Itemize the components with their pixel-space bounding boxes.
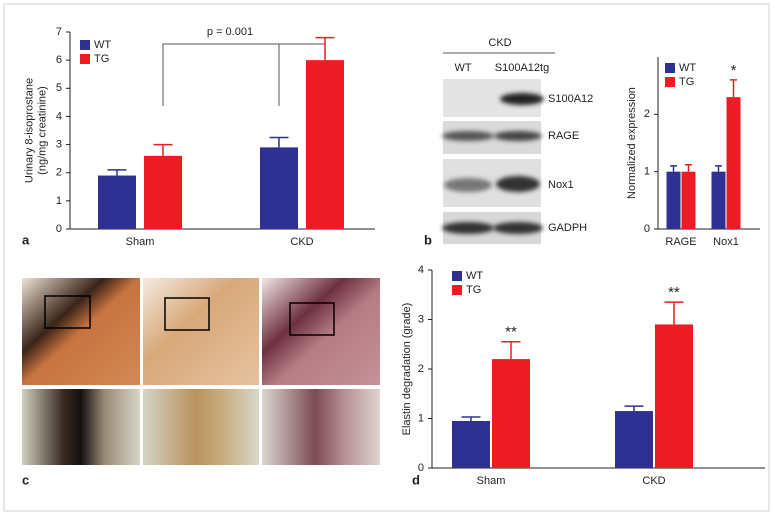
- error-bar: [664, 301, 684, 325]
- y-tick-label: 2: [418, 363, 424, 375]
- blot-lane: WT: [454, 62, 471, 74]
- y-tick-label: 5: [56, 82, 62, 94]
- panel-label: d: [412, 472, 420, 487]
- bar: [492, 359, 530, 468]
- bar: [144, 155, 182, 229]
- y-tick-label: 1: [418, 412, 424, 424]
- p-value: p = 0.001: [207, 26, 253, 38]
- y-tick-label: 4: [418, 264, 424, 276]
- blot: [442, 79, 544, 244]
- error-bar: [624, 405, 644, 412]
- legend-label: WT: [679, 62, 696, 74]
- legend-label: TG: [679, 76, 694, 88]
- error-bar: [153, 143, 173, 156]
- blot-row-label: Nox1: [548, 179, 574, 191]
- bar: [452, 420, 490, 468]
- y-tick-label: 3: [418, 313, 424, 325]
- panel-label: c: [22, 472, 29, 487]
- significance-marker: **: [505, 324, 517, 341]
- x-tick-label: RAGE: [665, 236, 696, 248]
- legend-swatch: [452, 285, 462, 295]
- y-axis-label: Urinary 8-isoprostane: [23, 78, 35, 183]
- legend-swatch: [452, 271, 462, 281]
- bar: [726, 97, 741, 229]
- error-bar: [730, 79, 737, 98]
- x-tick-label: Nox1: [713, 236, 739, 248]
- y-tick-label: 1: [56, 195, 62, 207]
- bar: [615, 411, 653, 468]
- error-bar: [315, 36, 335, 61]
- error-bar: [461, 416, 481, 421]
- bar: [655, 324, 693, 468]
- legend-swatch: [665, 63, 675, 73]
- y-axis-label: (ng/mg creatinine): [36, 86, 48, 175]
- x-tick-label: CKD: [290, 236, 313, 248]
- panel-label: a: [22, 232, 30, 247]
- error-bar: [269, 136, 289, 148]
- x-tick-label: CKD: [642, 475, 665, 487]
- legend-label: TG: [94, 53, 109, 65]
- y-tick-label: 4: [56, 110, 62, 122]
- legend-label: WT: [466, 270, 483, 282]
- panel-label: b: [424, 232, 432, 247]
- significance-bracket: [162, 43, 325, 106]
- legend-swatch: [80, 54, 90, 64]
- y-tick-label: 2: [644, 108, 650, 120]
- bar: [681, 171, 696, 229]
- bar: [711, 171, 726, 229]
- y-tick-label: 0: [644, 223, 650, 235]
- y-tick-label: 6: [56, 54, 62, 66]
- x-tick-label: Sham: [477, 475, 506, 487]
- blot-row-label: S100A12: [548, 93, 593, 105]
- error-bar: [107, 169, 127, 176]
- bar: [260, 147, 298, 229]
- error-bar: [715, 165, 722, 172]
- y-tick-label: 0: [418, 462, 424, 474]
- legend-swatch: [665, 77, 675, 87]
- x-tick-label: Sham: [126, 236, 155, 248]
- blot-row-label: GADPH: [548, 222, 587, 234]
- y-tick-label: 1: [644, 166, 650, 178]
- error-bar: [685, 164, 692, 172]
- significance-marker: *: [731, 62, 737, 79]
- bar: [306, 60, 344, 230]
- bar: [666, 171, 681, 229]
- legend-label: WT: [94, 39, 111, 51]
- y-tick-label: 3: [56, 138, 62, 150]
- blot-lane: S100A12tg: [495, 62, 549, 74]
- legend-swatch: [80, 40, 90, 50]
- histology-images: [22, 278, 380, 465]
- y-tick-label: 2: [56, 167, 62, 179]
- bar: [98, 175, 136, 229]
- blot-group: CKD: [488, 37, 511, 49]
- y-axis-label: Elastin degradation (grade): [401, 303, 413, 436]
- y-axis-label: Normalized expression: [626, 87, 638, 199]
- error-bar: [501, 341, 521, 360]
- legend-label: TG: [466, 284, 481, 296]
- y-tick-label: 7: [56, 26, 62, 38]
- error-bar: [670, 165, 677, 172]
- blot-row-label: RAGE: [548, 130, 579, 142]
- significance-marker: **: [668, 284, 680, 301]
- frame: [3, 3, 770, 512]
- y-tick-label: 0: [56, 223, 62, 235]
